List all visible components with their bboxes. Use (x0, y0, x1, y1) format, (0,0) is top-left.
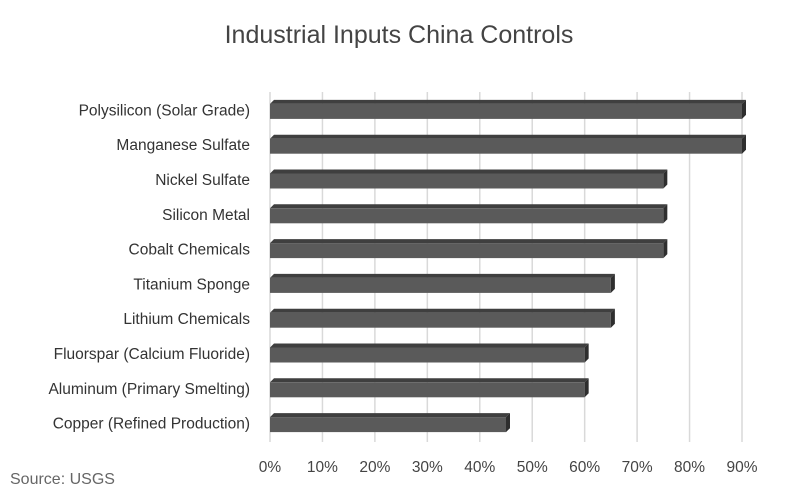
bar-top-face (270, 239, 668, 244)
bar-side-face (584, 343, 589, 363)
x-tick-label: 50% (517, 459, 548, 476)
category-label: Polysilicon (Solar Grade) (79, 102, 250, 119)
bar-side-face (610, 308, 615, 328)
source-note: Source: USGS (10, 471, 115, 488)
bar-top-face (270, 308, 615, 313)
x-tick-label: 70% (622, 459, 653, 476)
bar-front-face (270, 243, 664, 259)
bar-side-face (742, 134, 746, 154)
bar-side-face (584, 378, 589, 398)
bar-front-face (270, 312, 611, 328)
x-tick-label: 80% (674, 459, 705, 476)
bar (270, 308, 615, 328)
category-label: Lithium Chemicals (123, 311, 250, 328)
x-tick-label: 60% (569, 459, 600, 476)
chart-title: Industrial Inputs China Controls (225, 21, 574, 49)
bar-front-face (270, 417, 506, 433)
bar-side-face (742, 99, 746, 119)
x-tick-label: 10% (307, 459, 338, 476)
bar (270, 273, 615, 293)
bar (270, 169, 668, 189)
x-tick-label: 90% (726, 459, 757, 476)
bar-side-face (663, 239, 668, 259)
bar (270, 204, 668, 224)
bar-top-face (270, 169, 668, 174)
bar-side-face (506, 413, 510, 433)
bar-top-face (270, 413, 510, 418)
category-label: Silicon Metal (162, 207, 250, 224)
bar-front-face (270, 138, 742, 154)
x-tick-label: 40% (464, 459, 495, 476)
bar-side-face (663, 169, 668, 189)
category-label: Fluorspar (Calcium Fluoride) (54, 346, 250, 363)
bars (270, 99, 746, 433)
bar-top-face (270, 378, 589, 383)
bar-top-face (270, 204, 668, 209)
category-label: Aluminum (Primary Smelting) (48, 381, 250, 398)
category-label: Copper (Refined Production) (53, 416, 250, 433)
bar-top-face (270, 134, 746, 139)
bar-front-face (270, 382, 585, 398)
category-label: Nickel Sulfate (155, 172, 250, 189)
bar-front-face (270, 277, 611, 293)
bar (270, 99, 746, 119)
x-tick-label: 0% (259, 459, 282, 476)
bar-top-face (270, 343, 589, 348)
bar-front-face (270, 347, 585, 363)
bar-top-face (270, 273, 615, 278)
category-labels: Polysilicon (Solar Grade) Manganese Sulfa… (48, 102, 250, 432)
bar-front-face (270, 103, 742, 119)
category-label: Titanium Sponge (133, 276, 250, 293)
bar (270, 378, 589, 398)
bar-front-face (270, 173, 664, 189)
category-label: Cobalt Chemicals (129, 242, 251, 259)
bar (270, 134, 746, 154)
category-label: Manganese Sulfate (116, 137, 250, 154)
bar (270, 413, 510, 433)
bar (270, 239, 668, 259)
x-tick-label: 20% (359, 459, 390, 476)
bar (270, 343, 589, 363)
bar-side-face (663, 204, 668, 224)
bar-top-face (270, 99, 746, 104)
bar-front-face (270, 208, 664, 224)
bar-side-face (610, 273, 615, 293)
x-axis-ticks: 0% 10% 20% 30% 40% 50% 60% 70% 80% 90% (259, 459, 758, 476)
x-tick-label: 30% (412, 459, 443, 476)
